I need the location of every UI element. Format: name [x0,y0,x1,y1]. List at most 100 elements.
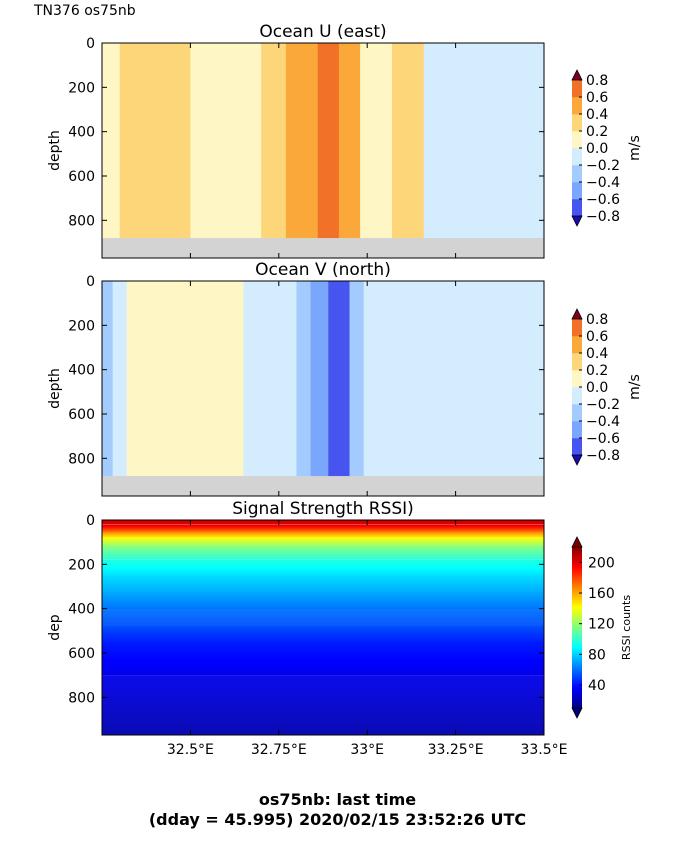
rssi-row [102,713,544,715]
rssi-row [102,597,544,600]
colorbar-tick-label: 160 [588,586,615,602]
colorbar-strip [572,615,582,617]
colorbar-strip [572,650,582,652]
rssi-row [102,649,544,652]
rssi-row [102,580,544,582]
colorbar-strip [572,645,582,647]
y-tick-label: 600 [68,646,95,662]
rssi-row [102,663,544,666]
colorbar-segment [572,182,582,200]
rssi-row [102,684,544,686]
velocity-band-10 [423,43,545,258]
rssi-row [102,668,544,671]
rssi-row [102,666,544,669]
colorbar-strip [572,600,582,602]
rssi-row [102,715,544,717]
rssi-row [102,587,544,589]
rssi-row [102,711,544,713]
rssi-row [102,548,544,550]
colorbar-strip [572,608,582,610]
colorbar-strip [572,567,582,569]
colorbar-strip [572,599,582,601]
colorbar-strip [572,648,582,650]
colorbar-strip [572,605,582,607]
colorbar-strip [572,618,582,620]
rssi-row [102,691,544,693]
rssi-row [102,655,544,658]
rssi-row [102,676,544,678]
rssi-row [102,639,544,641]
rssi-row [102,584,544,586]
rssi-row [102,534,544,536]
colorbar-strip [572,668,582,670]
colorbar-strip [572,624,582,626]
rssi-row [102,682,544,684]
y-axis-label: dep [47,614,63,641]
rssi-row [102,686,544,688]
y-tick-label: 800 [68,213,95,229]
rssi-row [102,640,544,642]
colorbar-strip [572,595,582,597]
rssi-row [102,726,544,728]
rssi-row [102,531,544,533]
colorbar-segment [572,319,582,337]
rssi-row [102,595,544,598]
rssi-row [102,706,544,708]
colorbar-segment [572,199,582,217]
rssi-row [102,675,544,677]
rssi-row [102,646,544,649]
colorbar-strip [572,685,582,687]
rssi-row [102,556,544,558]
colorbar-strip [572,601,582,603]
plot-frame [101,42,545,259]
rssi-row [102,659,544,662]
rssi-row [102,699,544,701]
colorbar-strip [572,611,582,613]
colorbar-strip [572,619,582,621]
rssi-row [102,681,544,683]
rssi-row [102,546,544,548]
rssi-row [102,683,544,685]
rssi-row [102,630,544,632]
colorbar-strip [572,602,582,604]
rssi-row [102,523,544,525]
colorbar-strip [572,675,582,677]
rssi-row [102,679,544,681]
rssi-row [102,650,544,653]
colorbar-strip [572,575,582,577]
rssi-row [102,709,544,711]
colorbar-strip [572,671,582,673]
colorbar-segment [572,421,582,439]
colorbar-strip [572,566,582,568]
colorbar-strip [572,646,582,648]
colorbar-strip [572,622,582,624]
rssi-row [102,642,544,645]
colorbar-tick-label: 0.2 [586,363,608,379]
rssi-row [102,618,544,620]
velocity-band-6 [310,281,329,496]
y-tick-label: 0 [86,274,95,290]
rssi-row [102,570,544,573]
rssi-row [102,703,544,705]
velocity-band-7 [338,43,361,258]
rssi-row [102,578,544,580]
colorbar-strip [572,553,582,555]
rssi-row [102,596,544,599]
rssi-row [102,693,544,695]
rssi-row [102,610,544,612]
colorbar-strip [572,556,582,558]
colorbar-extend-bottom [571,707,583,719]
colorbar-strip [572,681,582,683]
rssi-row [102,614,544,616]
rssi-row [102,572,544,575]
colorbar-strip [572,690,582,692]
rssi-row [102,641,544,644]
rssi-row [102,623,544,625]
rssi-row [102,589,544,591]
rssi-row [102,528,544,530]
panel-title: Ocean U (east) [259,22,386,42]
colorbar-strip [572,592,582,594]
colorbar-tick-label: 120 [588,617,615,633]
velocity-band-6 [317,43,340,258]
rssi-row [102,732,544,734]
